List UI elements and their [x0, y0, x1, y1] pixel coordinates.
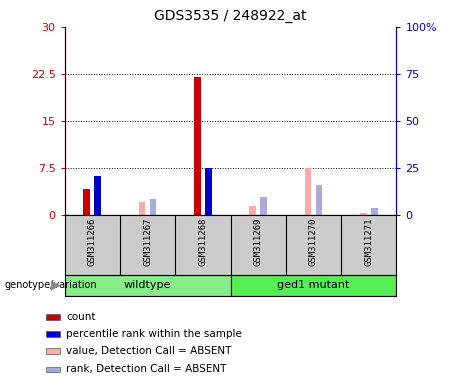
- Bar: [46, 314, 60, 320]
- Bar: [46, 331, 60, 337]
- Text: rank, Detection Call = ABSENT: rank, Detection Call = ABSENT: [66, 364, 226, 374]
- Bar: [46, 348, 60, 354]
- Bar: [46, 367, 60, 372]
- Bar: [360, 213, 366, 215]
- Text: GSM311270: GSM311270: [309, 218, 318, 266]
- Text: percentile rank within the sample: percentile rank within the sample: [66, 329, 242, 339]
- Bar: [305, 168, 311, 215]
- Bar: [65, 275, 230, 296]
- Bar: [83, 189, 90, 215]
- Text: ▶: ▶: [51, 279, 60, 291]
- Text: GSM311266: GSM311266: [88, 218, 97, 266]
- Bar: [139, 202, 145, 215]
- Text: GSM311268: GSM311268: [198, 218, 207, 266]
- Bar: [95, 175, 101, 215]
- Bar: [150, 199, 156, 215]
- Bar: [316, 185, 322, 215]
- Bar: [205, 168, 212, 215]
- Bar: [230, 275, 396, 296]
- Text: wildtype: wildtype: [124, 280, 171, 290]
- Text: ged1 mutant: ged1 mutant: [278, 280, 349, 290]
- Text: value, Detection Call = ABSENT: value, Detection Call = ABSENT: [66, 346, 231, 356]
- Bar: [371, 209, 378, 215]
- Text: genotype/variation: genotype/variation: [5, 280, 97, 290]
- Text: GSM311271: GSM311271: [364, 218, 373, 266]
- Title: GDS3535 / 248922_at: GDS3535 / 248922_at: [154, 9, 307, 23]
- Text: GSM311269: GSM311269: [254, 218, 263, 266]
- Bar: [260, 197, 267, 215]
- Text: GSM311267: GSM311267: [143, 218, 152, 266]
- Bar: [249, 206, 256, 215]
- Text: count: count: [66, 312, 95, 322]
- Bar: [194, 77, 201, 215]
